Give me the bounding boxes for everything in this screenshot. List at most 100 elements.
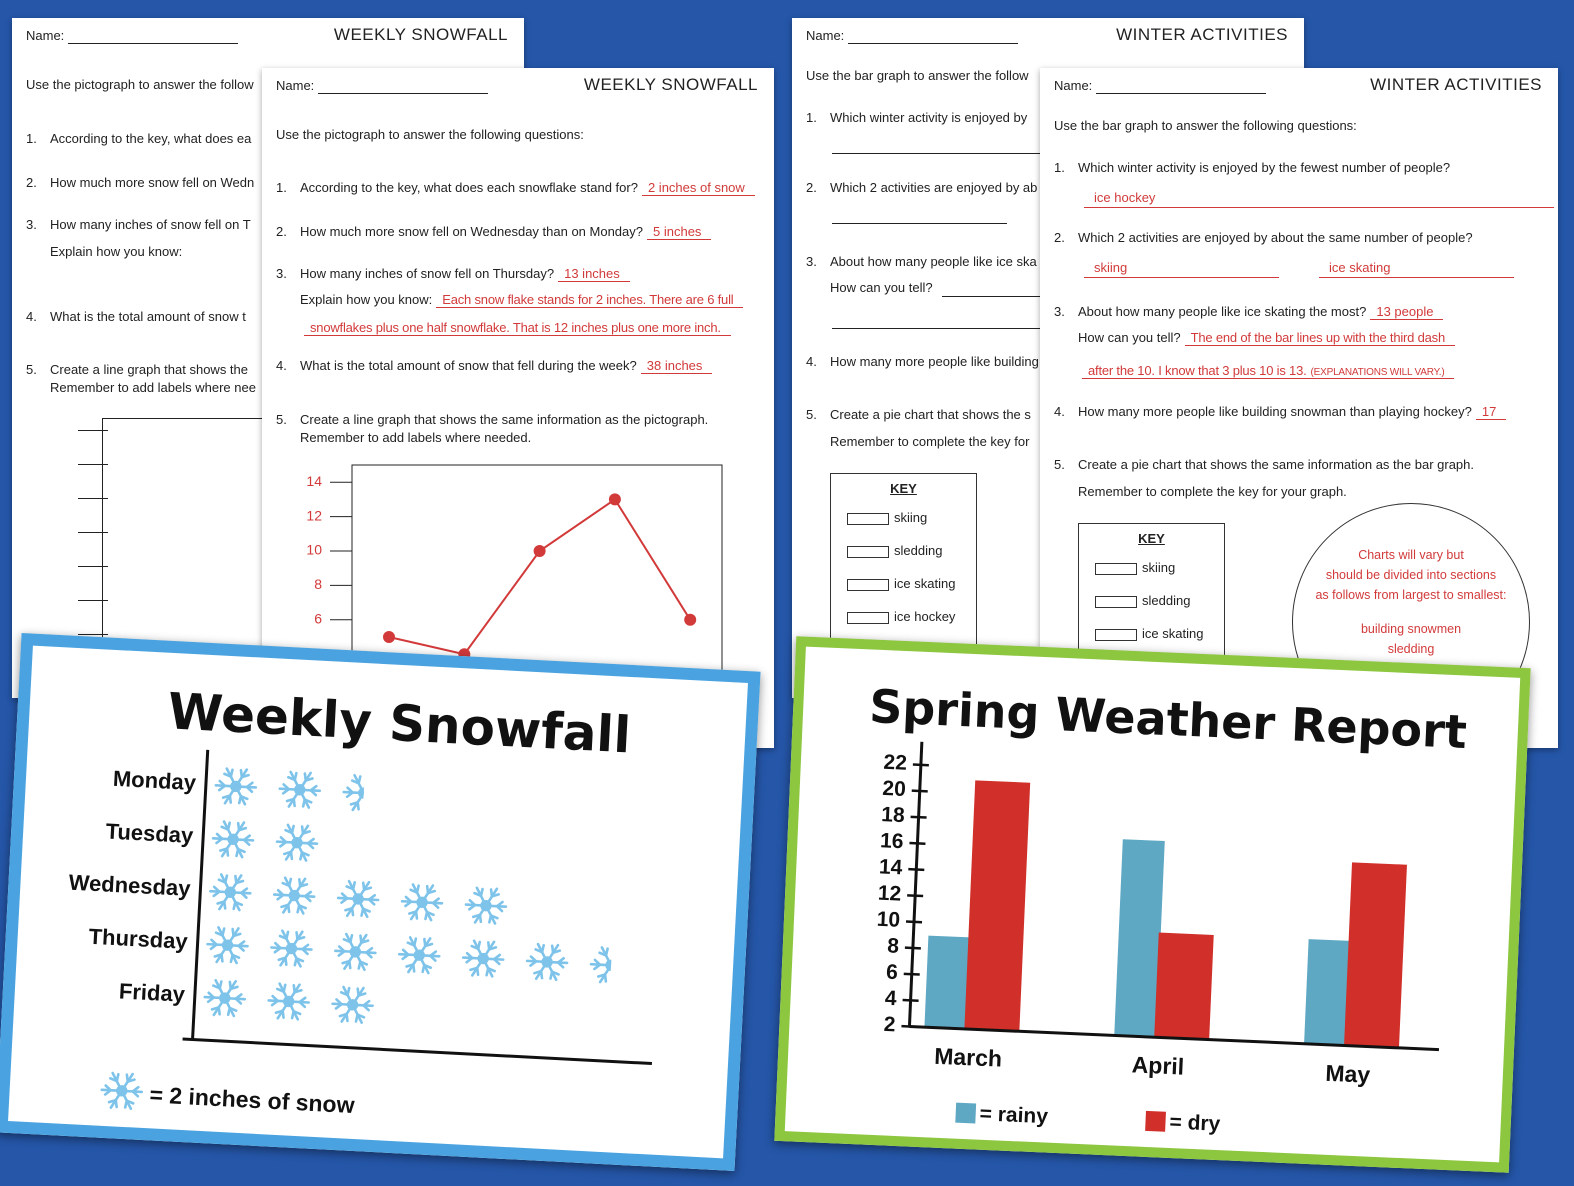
answer-note: (EXPLANATIONS WILL VARY.)	[1310, 367, 1445, 378]
question-number: 3.	[276, 266, 287, 281]
snowflake	[275, 823, 319, 862]
category-label: March	[934, 1043, 1003, 1072]
question-row: What is the total amount of snow t	[50, 308, 246, 326]
question-row: How many inches of snow fell on Thursday…	[300, 265, 630, 283]
tick	[78, 430, 108, 431]
key-swatch	[1095, 596, 1137, 608]
question-row: How much more snow fell on Wednesday tha…	[300, 223, 712, 241]
category-label: Monday	[112, 766, 197, 795]
snowflake	[203, 978, 247, 1018]
category-label: April	[1131, 1051, 1184, 1079]
branch	[487, 946, 498, 951]
question-text: Create a line graph that shows the same …	[300, 412, 709, 427]
key-label: ice hockey	[894, 609, 956, 624]
follow-text: Explain how you know:	[300, 292, 433, 307]
follow-text: Remember to add labels where needed.	[300, 430, 532, 445]
tick	[78, 600, 108, 601]
branch	[274, 941, 282, 950]
branch	[298, 883, 309, 888]
question-text: Which winter activity is enjoyed by the …	[1078, 160, 1451, 175]
arm	[609, 963, 613, 985]
branch	[210, 1006, 221, 1011]
branch	[240, 773, 250, 779]
worksheet: Name: WINTER ACTIVITIES Use the bar graph …	[1040, 68, 1558, 748]
category-label: Thursday	[88, 924, 189, 954]
hub	[227, 833, 239, 846]
follow-row: Explain how you know: Each snow flake sta…	[300, 291, 744, 309]
bar	[1344, 862, 1407, 1048]
question-text: Create a line graph that shows the	[50, 362, 249, 377]
snowflake	[270, 929, 313, 968]
key-swatch	[1095, 563, 1137, 575]
question-row: How much more snow fell on Wedn	[50, 174, 254, 192]
arm	[362, 791, 365, 796]
branch	[226, 821, 231, 831]
branch	[471, 913, 482, 919]
y-axis	[907, 741, 924, 1027]
key-swatch	[847, 612, 889, 624]
sheet-title: WEEKLY SNOWFALL	[583, 75, 758, 94]
branch	[468, 898, 477, 907]
answer: Each snow flake stands for 2 inches. The…	[436, 292, 744, 308]
question-row: According to the key, what does each sno…	[300, 179, 755, 197]
key-title: KEY	[890, 481, 917, 496]
question-row: How many inches of snow fell on T	[50, 216, 251, 234]
question-text: Create a pie chart that shows the same i…	[1078, 457, 1474, 472]
branch	[479, 887, 484, 898]
name-label: Name:	[276, 78, 315, 93]
y-tick-label: 8	[314, 576, 322, 592]
snowflake	[209, 873, 252, 912]
branch	[301, 798, 307, 808]
instructions: Use the pictograph to answer the followi…	[276, 127, 584, 142]
branch	[405, 963, 415, 968]
branch	[290, 824, 295, 835]
name-label: Name:	[26, 28, 65, 43]
branch	[219, 847, 229, 852]
sheet-title: WEEKLY SNOWFALL	[333, 25, 508, 44]
arm	[362, 775, 365, 795]
hub	[477, 952, 489, 965]
bar	[1304, 939, 1351, 1046]
question-text: Which 2 activities are enjoyed by about …	[1078, 230, 1473, 245]
branch	[283, 850, 293, 856]
branch	[492, 957, 501, 966]
question-row: Create a pie chart that shows the s	[830, 406, 1031, 424]
branch	[360, 939, 370, 944]
y-tick-label: 18	[881, 803, 906, 827]
pictograph-row	[209, 873, 508, 925]
key-label: = 2 inches of snow	[149, 1081, 355, 1118]
branch	[529, 955, 538, 963]
branch	[210, 938, 218, 946]
branch	[232, 932, 242, 938]
question-number: 1.	[1054, 160, 1065, 175]
point	[383, 631, 395, 643]
y-tick-label: 2	[883, 1013, 896, 1036]
pictograph-row	[214, 767, 365, 813]
branch	[426, 889, 437, 895]
answer: snowflakes plus one half snowflake. That…	[304, 320, 731, 336]
bar-card: Spring Weather Report 2 4 6 8 10 12 14 16 18 20 22 M…	[774, 636, 1531, 1173]
branch	[593, 958, 602, 967]
question-text: Create a pie chart that shows the s	[830, 407, 1031, 422]
branch	[533, 969, 543, 975]
branch	[597, 973, 607, 978]
question-number: 5.	[1054, 457, 1065, 472]
key-label: ice skating	[1142, 626, 1204, 641]
question-number: 2.	[26, 175, 37, 190]
y-tick-label: 14	[879, 855, 904, 879]
branch	[282, 783, 291, 791]
y-tick-label: 16	[880, 829, 904, 853]
instructions: Use the bar graph to answer the followin…	[1054, 118, 1357, 133]
branch	[276, 888, 285, 897]
tick	[78, 498, 108, 499]
follow-row: How can you tell? The end of the bar line…	[1078, 329, 1456, 347]
branch	[107, 1098, 118, 1104]
branch	[213, 953, 223, 958]
branch	[340, 892, 349, 900]
branch	[226, 1006, 232, 1017]
y-tick-label: 12	[306, 507, 322, 523]
branch	[412, 937, 418, 947]
branch	[357, 960, 362, 970]
arm	[362, 791, 365, 813]
